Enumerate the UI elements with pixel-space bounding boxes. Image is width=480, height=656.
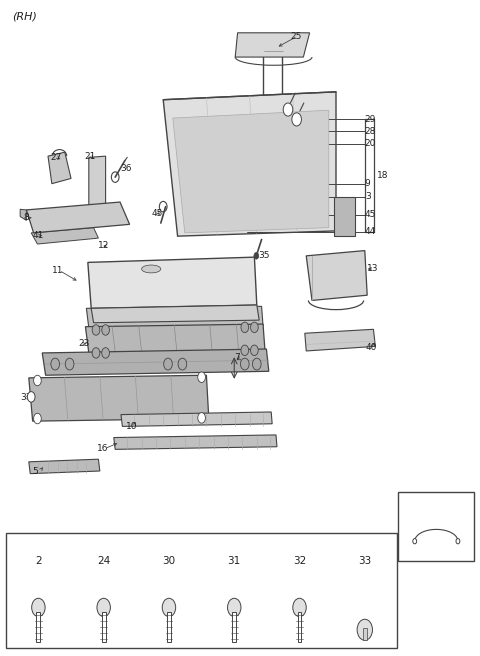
Circle shape <box>241 345 249 356</box>
Polygon shape <box>121 412 272 426</box>
Polygon shape <box>42 349 269 375</box>
Circle shape <box>198 413 205 423</box>
Circle shape <box>413 539 417 544</box>
Circle shape <box>254 253 259 259</box>
Polygon shape <box>29 459 100 474</box>
Circle shape <box>102 325 109 335</box>
Text: 35: 35 <box>258 251 270 260</box>
Text: 40: 40 <box>366 343 377 352</box>
Text: 16: 16 <box>97 444 109 453</box>
Bar <box>398 492 474 561</box>
Text: 31: 31 <box>228 556 241 566</box>
Bar <box>298 612 301 642</box>
Circle shape <box>292 113 301 126</box>
Polygon shape <box>306 251 367 300</box>
Bar <box>167 612 171 642</box>
Text: 11: 11 <box>52 266 63 275</box>
Text: 13: 13 <box>367 264 379 274</box>
Text: 41: 41 <box>33 231 44 240</box>
Text: 20: 20 <box>365 139 376 148</box>
Text: 21: 21 <box>84 152 96 161</box>
Circle shape <box>159 201 167 212</box>
Text: 5: 5 <box>33 466 38 476</box>
Circle shape <box>178 358 187 370</box>
Text: 27: 27 <box>50 153 62 162</box>
Circle shape <box>252 358 261 370</box>
Circle shape <box>51 358 60 370</box>
Text: 30: 30 <box>162 556 176 566</box>
Circle shape <box>27 392 35 402</box>
Bar <box>36 612 40 642</box>
Circle shape <box>251 322 258 333</box>
Circle shape <box>34 375 41 386</box>
Circle shape <box>198 372 205 382</box>
Circle shape <box>65 358 74 370</box>
Polygon shape <box>163 92 336 236</box>
Text: 18: 18 <box>377 171 388 180</box>
Circle shape <box>111 172 119 182</box>
Polygon shape <box>173 110 329 233</box>
Text: 2: 2 <box>35 556 42 566</box>
Text: 45: 45 <box>151 209 163 218</box>
Polygon shape <box>334 197 355 236</box>
Polygon shape <box>305 329 375 351</box>
Text: 23: 23 <box>78 339 90 348</box>
Circle shape <box>102 348 109 358</box>
Polygon shape <box>31 228 98 244</box>
Text: 33: 33 <box>358 556 372 566</box>
Circle shape <box>241 322 249 333</box>
Circle shape <box>251 345 258 356</box>
Polygon shape <box>89 156 106 210</box>
Circle shape <box>293 598 306 617</box>
Text: 12: 12 <box>98 241 110 251</box>
Circle shape <box>228 598 241 617</box>
Text: 37: 37 <box>21 393 32 402</box>
Bar <box>232 612 236 642</box>
Polygon shape <box>114 435 277 449</box>
Text: 34: 34 <box>430 504 443 514</box>
Text: 9: 9 <box>365 179 371 188</box>
Text: (RH): (RH) <box>12 12 37 22</box>
Text: 24: 24 <box>97 556 110 566</box>
Text: 7: 7 <box>234 353 240 362</box>
Circle shape <box>240 358 249 370</box>
Circle shape <box>34 413 41 424</box>
Circle shape <box>357 619 372 640</box>
Polygon shape <box>86 306 263 328</box>
Text: 29: 29 <box>365 115 376 124</box>
Circle shape <box>456 539 460 544</box>
Circle shape <box>97 598 110 617</box>
Polygon shape <box>235 33 310 57</box>
Circle shape <box>162 598 176 617</box>
Text: 44: 44 <box>365 227 376 236</box>
Circle shape <box>92 348 100 358</box>
Bar <box>363 628 367 640</box>
Circle shape <box>92 325 100 335</box>
Bar <box>6 533 397 648</box>
Polygon shape <box>88 257 257 308</box>
Text: 32: 32 <box>293 556 306 566</box>
Bar <box>102 612 106 642</box>
Text: 45: 45 <box>365 210 376 219</box>
Ellipse shape <box>142 265 161 273</box>
Polygon shape <box>20 209 26 220</box>
Text: 28: 28 <box>365 127 376 136</box>
Polygon shape <box>26 202 130 233</box>
Text: 25: 25 <box>290 31 302 41</box>
Polygon shape <box>91 305 259 323</box>
Circle shape <box>283 103 293 116</box>
Polygon shape <box>85 324 265 353</box>
Circle shape <box>164 358 172 370</box>
Text: 3: 3 <box>365 192 371 201</box>
Text: 36: 36 <box>120 164 132 173</box>
Polygon shape <box>48 152 71 184</box>
Text: 8: 8 <box>23 213 29 222</box>
Circle shape <box>32 598 45 617</box>
Polygon shape <box>29 375 209 421</box>
Text: 10: 10 <box>126 422 138 431</box>
